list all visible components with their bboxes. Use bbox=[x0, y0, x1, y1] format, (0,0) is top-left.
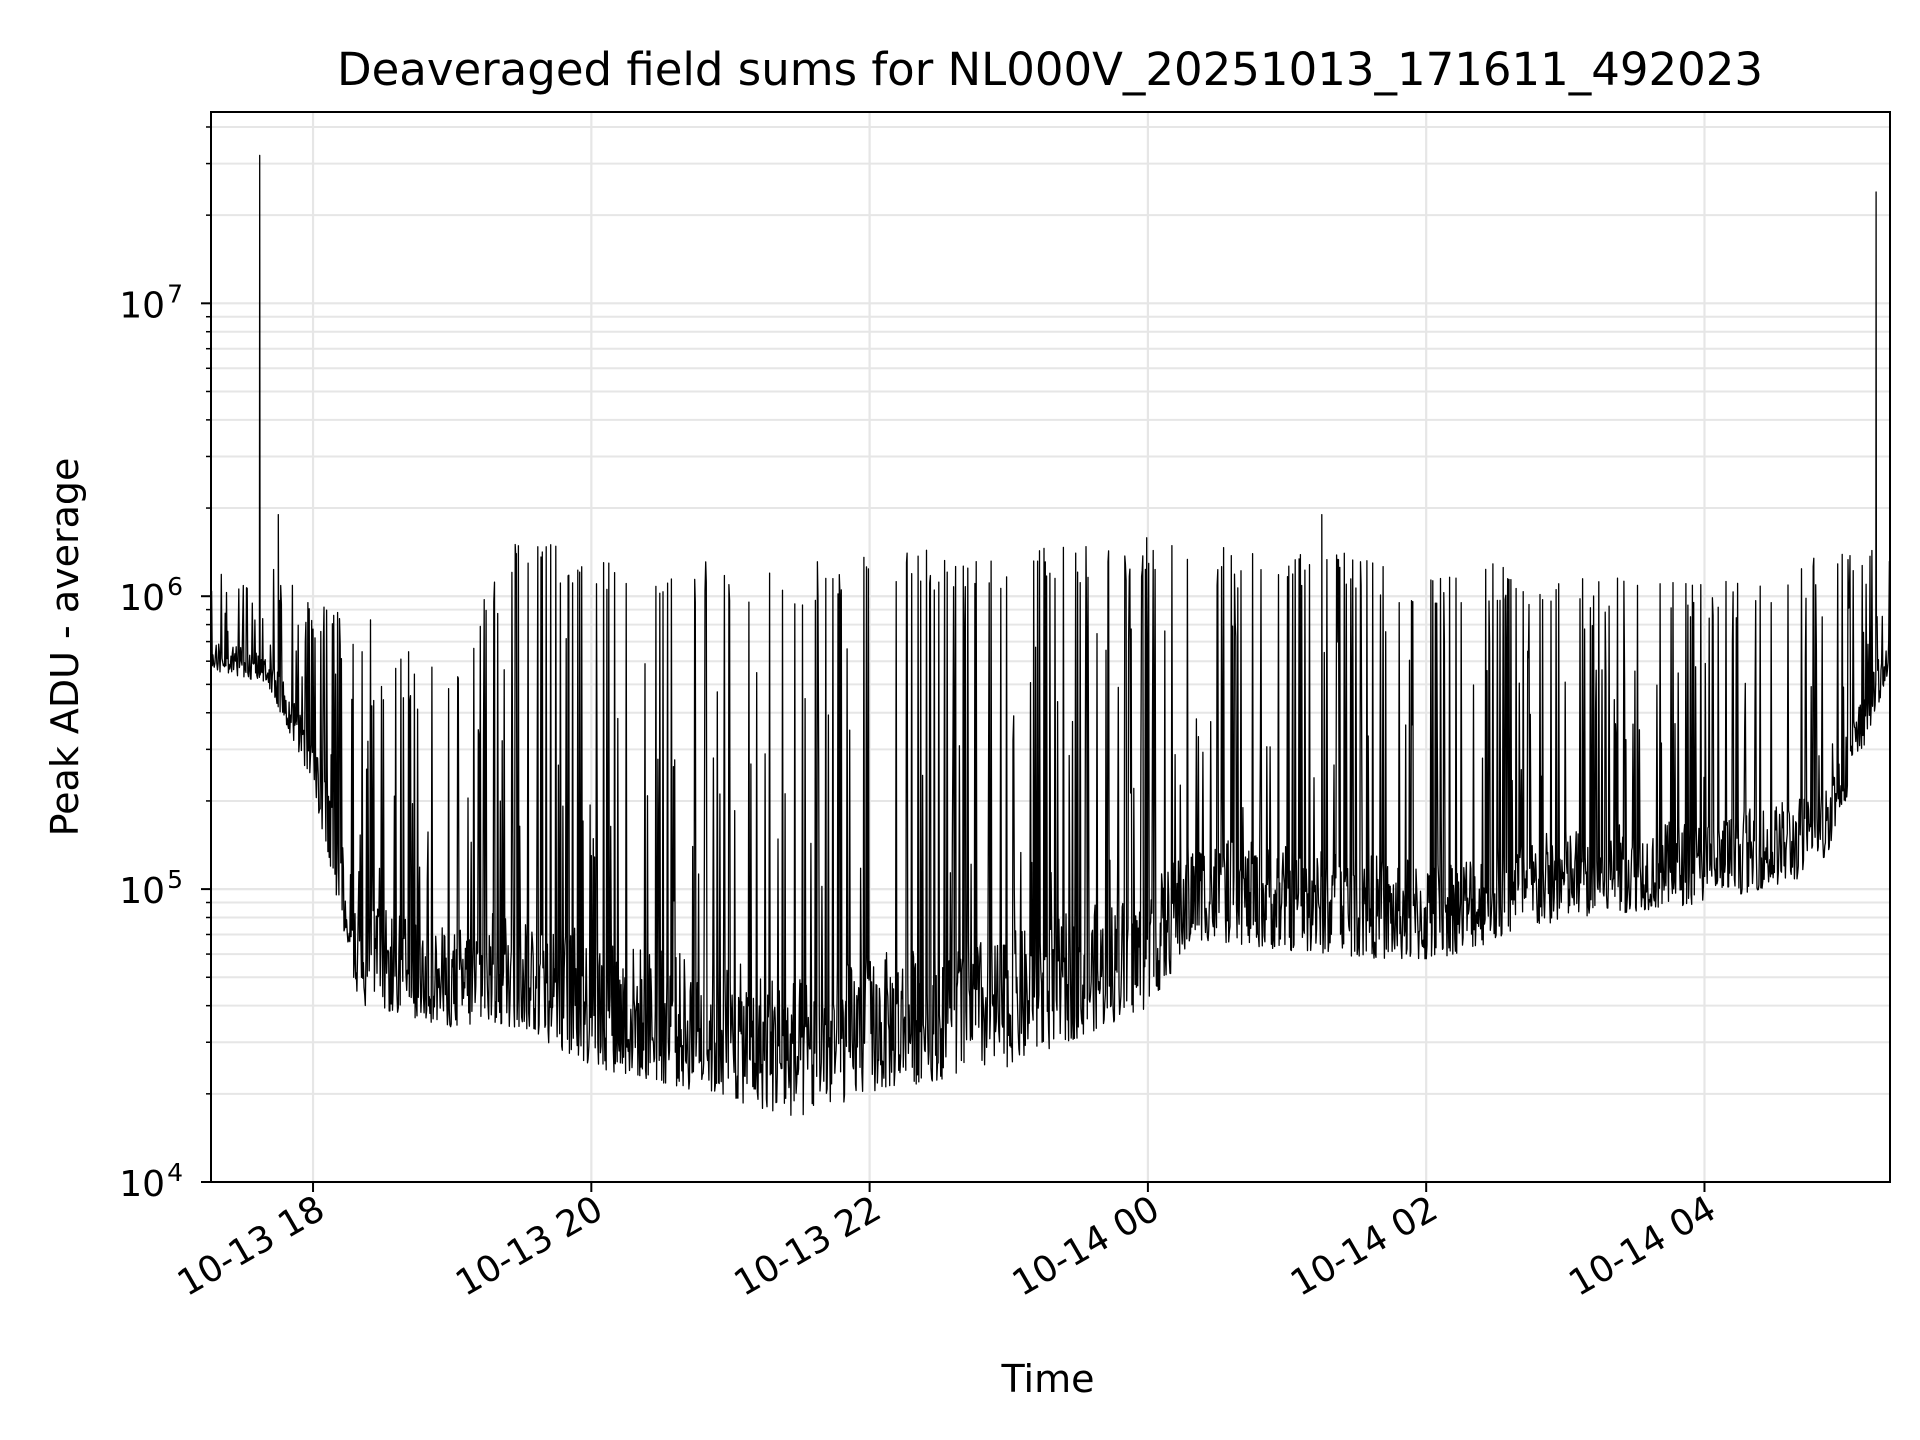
data-layer bbox=[210, 154, 1891, 1116]
series-line bbox=[210, 154, 1891, 1116]
y-tick-base: 10 bbox=[119, 1164, 165, 1205]
y-axis-label: Peak ADU - average bbox=[43, 458, 87, 837]
y-tick-label: 104 bbox=[119, 1158, 183, 1205]
y-tick-label: 106 bbox=[119, 572, 183, 619]
plot-frame bbox=[210, 111, 1891, 1183]
y-tick-label: 107 bbox=[119, 279, 183, 326]
y-tick-exponent: 4 bbox=[167, 1158, 183, 1187]
y-tick-base: 10 bbox=[119, 285, 165, 326]
chart-title: Deaveraged field sums for NL000V_2025101… bbox=[337, 43, 1763, 96]
y-tick-base: 10 bbox=[119, 578, 165, 619]
y-tick-label: 105 bbox=[119, 865, 183, 912]
y-tick-exponent: 7 bbox=[167, 279, 183, 308]
x-axis-label: Time bbox=[1001, 1357, 1095, 1401]
y-tick-base: 10 bbox=[119, 871, 165, 912]
y-tick-exponent: 5 bbox=[167, 865, 183, 894]
y-tick-exponent: 6 bbox=[167, 572, 183, 601]
